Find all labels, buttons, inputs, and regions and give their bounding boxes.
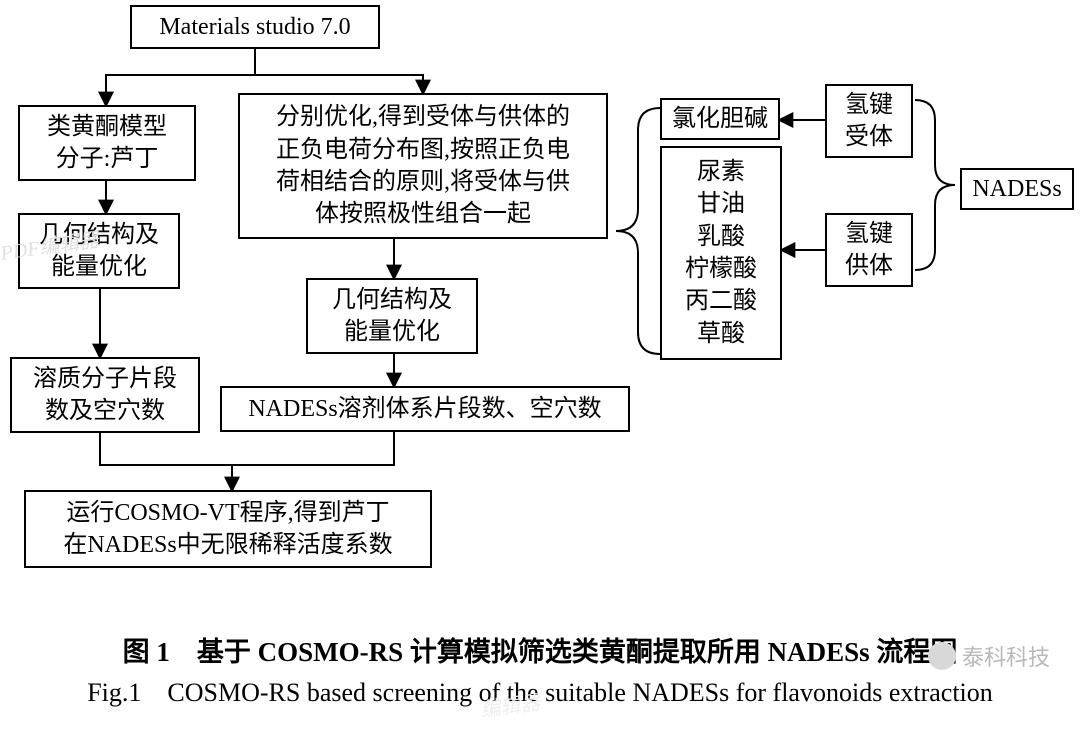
node-cosmo-vt-result: 运行COSMO-VT程序,得到芦丁 在NADESs中无限稀释活度系数 — [24, 490, 432, 568]
node-label: 氯化胆碱 — [672, 103, 768, 135]
node-hbd-list: 尿素 甘油 乳酸 柠檬酸 丙二酸 草酸 — [660, 146, 782, 360]
node-label: 类黄酮模型 分子:芦丁 — [47, 111, 167, 176]
node-solute-fragments: 溶质分子片段 数及空穴数 — [10, 357, 200, 433]
node-label: NADESs溶剂体系片段数、空穴数 — [248, 393, 601, 425]
logo-text: 泰科科技 — [962, 640, 1050, 672]
node-flavonoid-model: 类黄酮模型 分子:芦丁 — [18, 105, 196, 181]
node-label: 氢键 供体 — [845, 218, 893, 283]
node-nadess-fragments: NADESs溶剂体系片段数、空穴数 — [220, 386, 630, 432]
node-label: 氢键 受体 — [845, 89, 893, 154]
node-label: 溶质分子片段 数及空穴数 — [33, 363, 177, 428]
node-hba: 氢键 受体 — [825, 84, 913, 158]
node-label: 分别优化,得到受体与供体的 正负电荷分布图,按照正负电 荷相结合的原则,将受体与… — [276, 101, 570, 231]
node-optimize-charge: 分别优化,得到受体与供体的 正负电荷分布图,按照正负电 荷相结合的原则,将受体与… — [238, 93, 608, 239]
node-label: 几何结构及 能量优化 — [332, 284, 452, 349]
node-label: 尿素 甘油 乳酸 柠檬酸 丙二酸 草酸 — [685, 156, 757, 350]
node-materials-studio: Materials studio 7.0 — [130, 5, 380, 49]
caption-chinese: 图 1 基于 COSMO-RS 计算模拟筛选类黄酮提取所用 NADESs 流程图 — [0, 630, 1080, 669]
node-hbd: 氢键 供体 — [825, 213, 913, 287]
node-geometry-opt-center: 几何结构及 能量优化 — [306, 278, 478, 354]
node-label: 几何结构及 能量优化 — [39, 219, 159, 284]
node-nadess: NADESs — [960, 168, 1074, 210]
caption-english: Fig.1 COSMO-RS based screening of the su… — [0, 672, 1080, 709]
node-label: 运行COSMO-VT程序,得到芦丁 在NADESs中无限稀释活度系数 — [63, 497, 392, 562]
node-geometry-opt-left: 几何结构及 能量优化 — [18, 213, 180, 289]
logo-taike: 泰科科技 — [928, 640, 1050, 672]
node-label: Materials studio 7.0 — [159, 11, 350, 43]
logo-icon — [928, 642, 956, 670]
node-label: NADESs — [972, 173, 1061, 205]
node-choline-chloride: 氯化胆碱 — [660, 98, 780, 140]
